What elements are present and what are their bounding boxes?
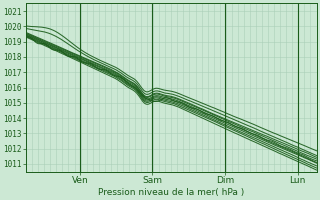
X-axis label: Pression niveau de la mer( hPa ): Pression niveau de la mer( hPa ) xyxy=(98,188,244,197)
